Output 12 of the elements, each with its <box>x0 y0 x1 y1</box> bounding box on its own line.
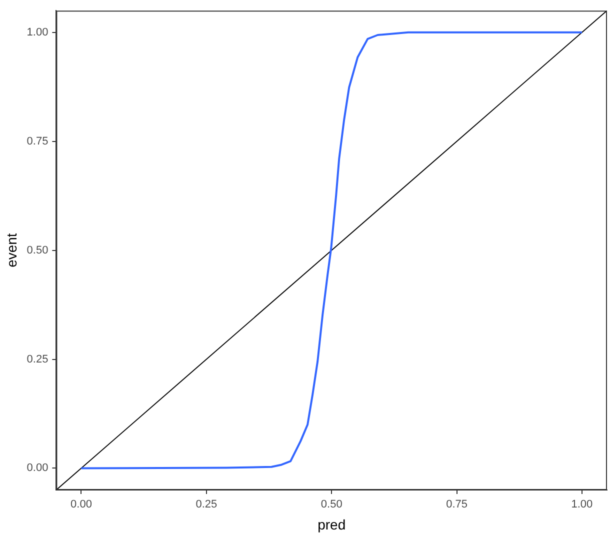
x-tick-label: 0.50 <box>320 498 342 511</box>
x-tick-label: 0.25 <box>196 498 218 511</box>
x-tick-label: 1.00 <box>571 498 593 511</box>
x-tick-label: 0.00 <box>70 498 92 511</box>
y-tick-label: 1.00 <box>26 26 48 38</box>
y-tick-label: 0.00 <box>26 462 48 474</box>
x-axis-title: pred <box>318 516 346 532</box>
x-tick-label: 0.75 <box>446 498 468 511</box>
y-tick-label: 0.75 <box>26 135 48 148</box>
y-tick-label: 0.25 <box>26 353 48 366</box>
y-axis-title: event <box>3 233 20 268</box>
y-tick-label: 0.50 <box>26 244 48 256</box>
